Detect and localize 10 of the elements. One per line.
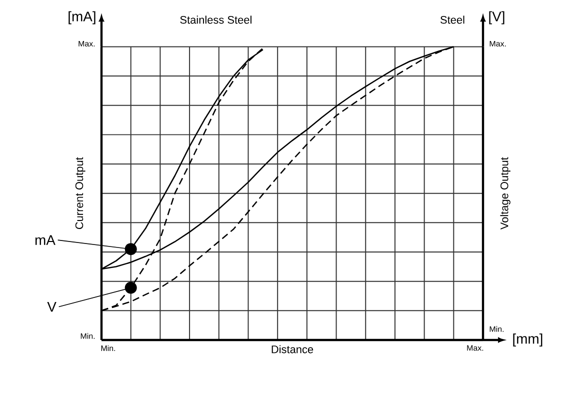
text: [mA] bbox=[68, 11, 96, 24]
y-axis-title: Current Output bbox=[75, 157, 86, 230]
text: Steel bbox=[440, 16, 464, 24]
text: Stainless Steel bbox=[180, 16, 252, 24]
text: [V] bbox=[489, 11, 504, 24]
text: [mm] bbox=[513, 333, 542, 346]
x-axis-title: Distance bbox=[272, 345, 314, 354]
text: V bbox=[47, 302, 56, 312]
text: mA bbox=[35, 235, 56, 245]
y2-axis-title: Voltage Output bbox=[500, 157, 510, 230]
